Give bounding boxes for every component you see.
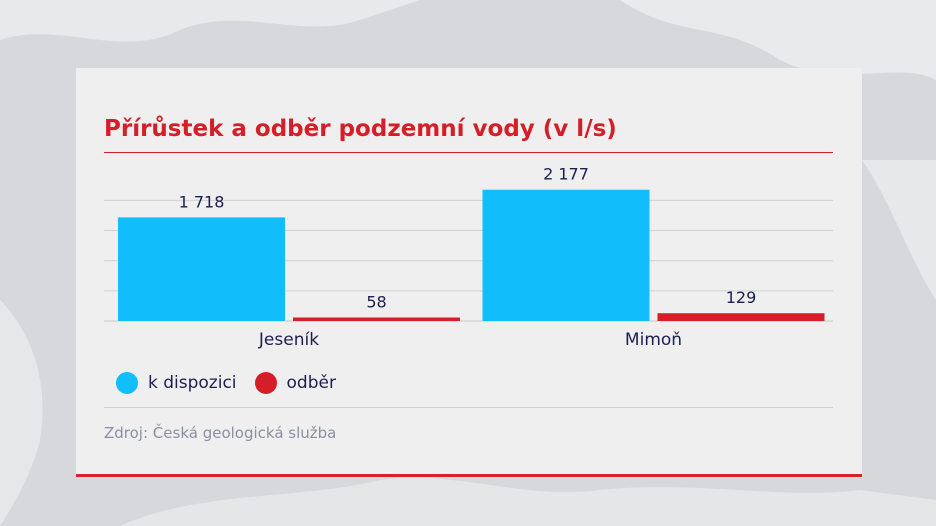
bar-available (482, 189, 650, 321)
legend-label-withdrawal: odběr (286, 373, 336, 393)
data-label: 129 (726, 288, 757, 307)
legend-item-withdrawal: odběr (254, 372, 336, 394)
legend-swatch-withdrawal (254, 372, 277, 394)
chart-title: Přírůstek a odběr podzemní vody (v l/s) (104, 116, 617, 142)
category-label: Mimoň (625, 330, 682, 350)
bar-chart: 1 718 58 Jeseník 2 177 129 Mimoň (104, 168, 833, 350)
legend-item-available: k dispozici (116, 372, 237, 394)
title-divider (104, 152, 833, 153)
legend-swatch-available (116, 372, 138, 394)
legend: k dispozici odběr (116, 372, 354, 394)
legend-label-available: k dispozici (148, 373, 237, 393)
bar-withdrawal (657, 313, 825, 321)
chart-panel: Přírůstek a odběr podzemní vody (v l/s) … (76, 68, 862, 477)
legend-divider (104, 407, 833, 408)
source-note: Zdroj: Česká geologická služba (104, 424, 337, 442)
bar-available (118, 217, 285, 321)
category-label: Jeseník (258, 330, 319, 350)
bar-withdrawal (293, 317, 460, 321)
data-label: 1 718 (179, 192, 225, 211)
data-label: 2 177 (543, 168, 589, 184)
panel-bottom-accent (76, 474, 862, 477)
data-label: 58 (366, 293, 386, 312)
